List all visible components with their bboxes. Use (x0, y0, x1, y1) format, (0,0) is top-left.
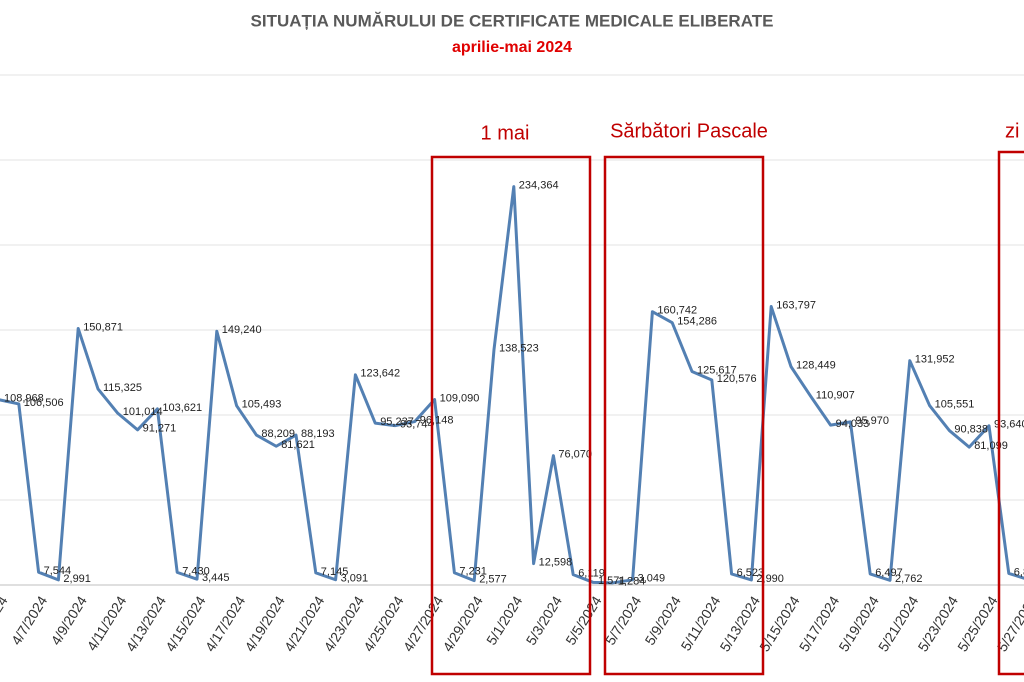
x-tick-label: 5/3/2024 (523, 593, 566, 648)
data-label: 106,506 (24, 397, 64, 409)
data-label: 3,049 (638, 573, 666, 585)
x-tick-label: 5/9/2024 (641, 593, 684, 648)
data-label: 1,284 (618, 576, 646, 588)
data-label: 6,523 (737, 567, 765, 579)
highlight-box (997, 150, 1024, 676)
data-label: 149,240 (222, 324, 262, 336)
data-label: 6,497 (875, 567, 903, 579)
chart-subtitle: aprilie-mai 2024 (452, 39, 572, 56)
data-label: 110,907 (816, 389, 855, 401)
data-label: 2,991 (63, 573, 91, 585)
x-tick-label: 5/7/2024 (602, 593, 645, 648)
data-label: 160,742 (657, 305, 697, 317)
data-label: 96,148 (420, 414, 454, 426)
data-label: 93,640 (994, 419, 1024, 431)
x-tick-label: 4/9/2024 (47, 593, 90, 648)
data-label: 7,145 (321, 566, 349, 578)
annotation: zi (1005, 120, 1019, 142)
data-label: 105,493 (242, 399, 282, 411)
data-label: 6,800 (1014, 566, 1024, 578)
x-tick-label: 5/5/2024 (562, 593, 605, 648)
data-label: 138,523 (499, 342, 539, 354)
data-label: 3,445 (202, 572, 230, 584)
plot: 4/5/20244/7/20244/9/20244/11/20244/13/20… (0, 179, 1024, 654)
data-label: 76,070 (558, 449, 592, 461)
data-label: 120,576 (717, 373, 757, 385)
data-label: 150,871 (83, 321, 123, 333)
data-label: 234,364 (519, 179, 559, 191)
data-label: 88,193 (301, 428, 335, 440)
x-tick-label: 4/29/2024 (439, 593, 486, 654)
data-label: 7,544 (44, 565, 72, 577)
data-label: 7,430 (182, 565, 210, 577)
data-label: 101,014 (123, 406, 163, 418)
data-label: 93,744 (400, 419, 434, 431)
x-tick-label: 4/7/2024 (8, 593, 51, 648)
data-label: 108,968 (4, 393, 44, 405)
data-label: 12,598 (539, 556, 573, 568)
data-label: 95,970 (855, 415, 889, 427)
data-label: 6,119 (578, 568, 605, 580)
data-label: 115,325 (103, 382, 142, 394)
data-label: 81,099 (974, 440, 1008, 452)
data-label: 94,033 (836, 418, 870, 430)
data-label: 2,762 (895, 573, 923, 585)
highlight-box (430, 155, 592, 676)
data-label: 88,209 (261, 428, 295, 440)
data-label: 3,091 (341, 573, 369, 585)
data-label: 163,797 (776, 299, 816, 311)
data-label: 125,617 (697, 364, 737, 376)
line-series (0, 185, 1024, 585)
data-label: 90,838 (954, 423, 988, 435)
data-label: 95,237 (380, 416, 414, 428)
chart-title: SITUAȚIA NUMĂRULUI DE CERTIFICATE MEDICA… (251, 11, 774, 30)
annotation: Sărbători Pascale (610, 120, 768, 142)
data-label: 131,952 (915, 354, 955, 366)
data-label: 109,090 (440, 392, 480, 404)
data-label: 2,577 (479, 574, 507, 586)
data-label: 103,621 (162, 402, 202, 414)
data-label: 105,551 (935, 398, 975, 410)
highlight-box (603, 155, 765, 676)
grid (0, 74, 1024, 586)
x-tick-label: 5/1/2024 (483, 593, 526, 648)
data-label: 81,621 (281, 439, 315, 451)
annotation: 1 mai (481, 122, 530, 144)
data-label: 91,271 (143, 423, 177, 435)
data-label: 128,449 (796, 360, 836, 372)
data-label: 154,286 (677, 316, 717, 328)
data-label: 2,990 (756, 573, 784, 585)
data-label: 7,231 (459, 566, 487, 578)
data-label: 123,642 (360, 368, 400, 380)
